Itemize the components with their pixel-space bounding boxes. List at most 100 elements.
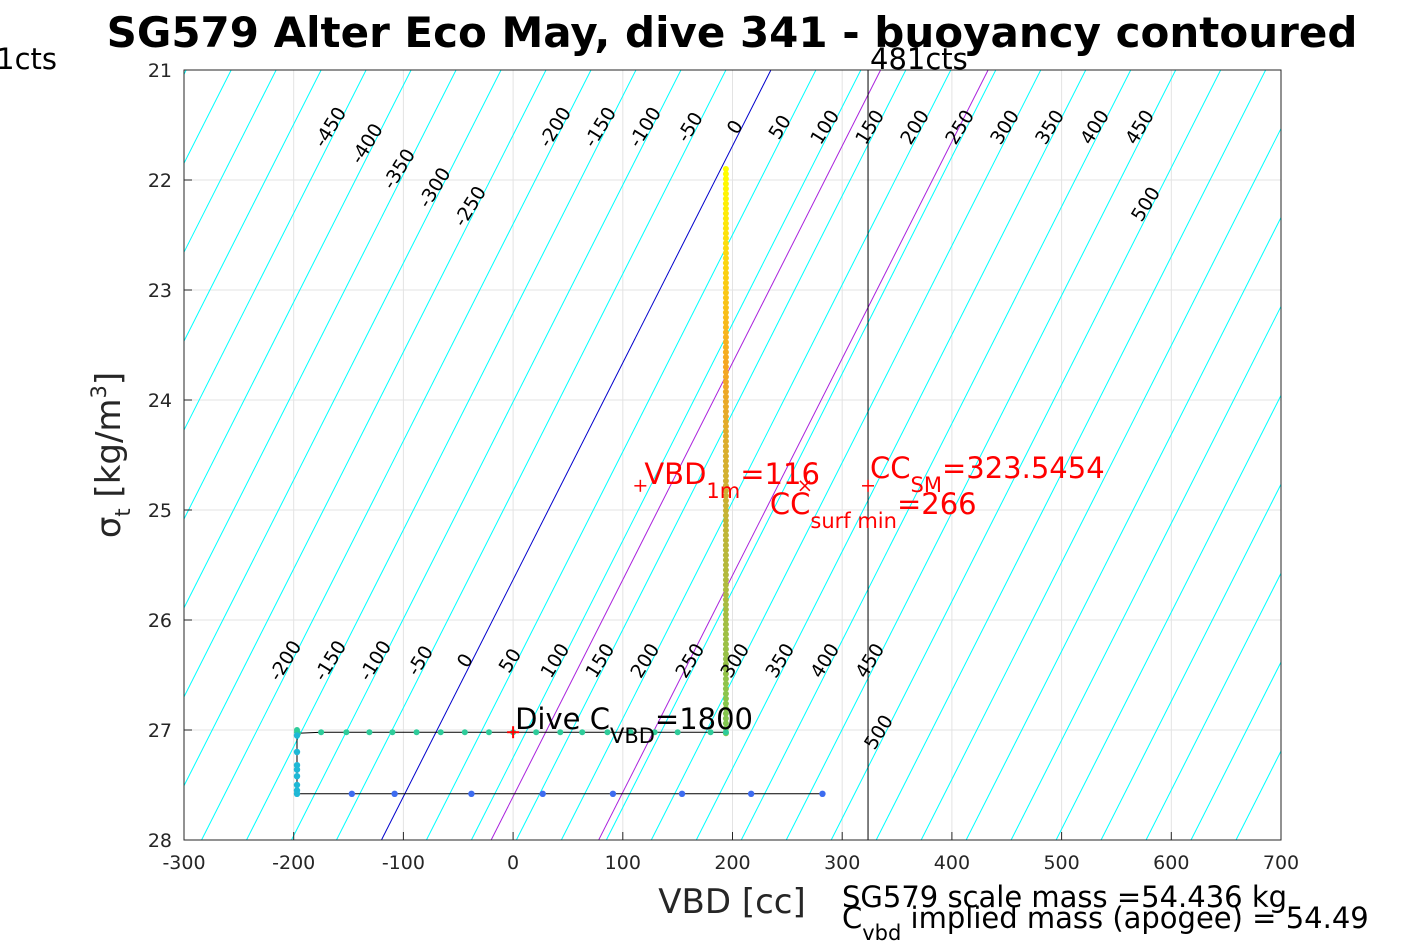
ccsm-label: CCSM=323.5454: [870, 451, 1105, 497]
descent-point: [722, 279, 729, 286]
bottom-series-point: [343, 729, 350, 736]
descent-point: [722, 364, 729, 370]
descent-point: [722, 636, 729, 643]
descent-point: [722, 675, 729, 682]
descent-point: [722, 710, 729, 717]
descent-point: [722, 418, 729, 425]
descent-point: [722, 334, 729, 341]
descent-point: [722, 180, 729, 187]
descent-point: [722, 403, 729, 410]
descent-point: [722, 458, 729, 465]
descent-point: [722, 586, 729, 593]
descent-point: [722, 487, 729, 494]
descent-point: [722, 373, 729, 380]
buoyancy-contour: [1190, 661, 1281, 840]
y-tick-label: 21: [148, 60, 172, 82]
x-tick-label: 300: [824, 852, 860, 874]
descent-point: [722, 349, 729, 356]
buoyancy-contour: [201, 70, 592, 840]
buoyancy-contour: [740, 70, 1132, 840]
descent-point: [722, 215, 729, 222]
climb-series-point: [293, 748, 301, 756]
descent-point: [722, 547, 729, 554]
x-tick-label: 700: [1263, 852, 1299, 874]
descent-point: [722, 205, 729, 212]
descent-point: [722, 195, 729, 202]
buoyancy-contour: [515, 70, 907, 840]
descent-point: [722, 562, 729, 568]
buoyancy-contour: [830, 70, 1222, 840]
descent-point: [722, 433, 729, 440]
buoyancy-contour: [1100, 483, 1281, 840]
descent-point: [722, 571, 729, 578]
descent-point: [722, 443, 729, 450]
descent-point: [722, 596, 729, 603]
descent-point: [722, 512, 729, 519]
descent-point: [722, 299, 729, 306]
descent-point: [722, 542, 729, 549]
descent-point: [722, 398, 729, 405]
y-axis-label-sup: 3: [87, 385, 111, 398]
bottom-series-point: [604, 729, 611, 736]
x-tick-label: -300: [162, 852, 205, 874]
descent-point: [722, 477, 729, 484]
descent-point: [722, 230, 729, 237]
bottom-series-point: [318, 729, 325, 736]
climb-series-point: [678, 790, 686, 797]
climb-series-point: [539, 790, 546, 797]
descent-point: [722, 294, 729, 301]
descent-point: [722, 225, 729, 232]
descent-point: [722, 329, 729, 336]
descent-point: [722, 576, 729, 583]
magenta-reference-line: [598, 70, 989, 840]
descent-point: [722, 319, 729, 326]
descent-point: [722, 685, 729, 692]
buoyancy-contour: [785, 70, 1177, 840]
x-tick-label: 600: [1153, 852, 1189, 874]
descent-point: [722, 388, 729, 395]
descent-point: [722, 289, 729, 296]
buoyancy-contour: [695, 70, 1087, 840]
ccsurf-label-sub: surf min: [810, 509, 897, 533]
descent-point: [722, 314, 729, 321]
descent-point: [722, 250, 729, 257]
descent-point: [722, 245, 729, 252]
buoyancy-contour: [184, 70, 412, 521]
x-tick-label: 500: [1043, 852, 1079, 874]
climb-series-point: [391, 790, 398, 797]
descent-point: [722, 463, 729, 469]
descent-point: [722, 641, 729, 648]
descent-point: [722, 220, 729, 227]
left-counts-label: 1cts: [0, 42, 57, 76]
buoyancy-contour: [560, 70, 952, 840]
descent-point: [722, 393, 729, 400]
ccsurf-label-pre: CC: [770, 487, 811, 521]
buoyancy-contour: [291, 70, 682, 840]
descent-point: [722, 413, 729, 420]
bottom-series-point: [366, 729, 373, 736]
descent-point: [722, 611, 729, 618]
descent-point: [722, 705, 729, 712]
bottom-series-point: [437, 729, 444, 736]
descent-point: [722, 581, 729, 588]
buoyancy-contour: [920, 127, 1281, 840]
descent-point: [722, 646, 729, 653]
y-tick-label: 25: [148, 500, 172, 522]
bottom-series-point: [485, 729, 492, 736]
descent-point: [722, 339, 729, 346]
buoyancy-contour: [184, 70, 547, 787]
descent-point: [722, 552, 729, 559]
buoyancy-contour: [1145, 572, 1281, 840]
descent-point: [722, 269, 729, 276]
descent-point: [722, 557, 729, 564]
buoyancy-contour: [605, 70, 997, 840]
y-axis-label-symbol: σ: [89, 517, 129, 539]
descent-point: [722, 304, 729, 311]
descent-point: [722, 566, 729, 573]
descent-point: [722, 378, 729, 385]
descent-point: [722, 532, 729, 539]
climb-series-point: [609, 790, 617, 797]
descent-point: [722, 631, 729, 638]
y-tick-label: 24: [148, 390, 172, 412]
